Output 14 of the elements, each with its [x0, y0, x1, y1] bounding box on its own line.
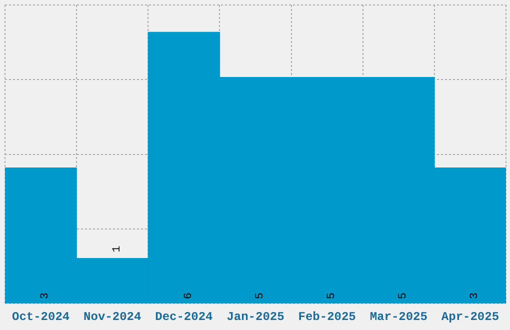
x-tick-label: Mar-2025	[370, 310, 428, 324]
x-tick-label: Nov-2024	[84, 310, 142, 324]
data-label: 5	[326, 292, 338, 300]
data-label: 5	[398, 292, 410, 300]
x-tick-label: Jan-2025	[226, 310, 284, 324]
data-label: 5	[254, 292, 266, 300]
data-label: 1	[111, 245, 124, 252]
x-tick-label: Feb-2025	[298, 310, 356, 324]
data-label: 6	[182, 292, 195, 300]
x-tick-label: Apr-2025	[441, 310, 500, 324]
x-tick-label: Oct-2024	[12, 310, 70, 324]
x-tick-label: Dec-2024	[155, 310, 213, 324]
data-label: 3	[40, 292, 52, 300]
data-label: 3	[469, 292, 482, 300]
